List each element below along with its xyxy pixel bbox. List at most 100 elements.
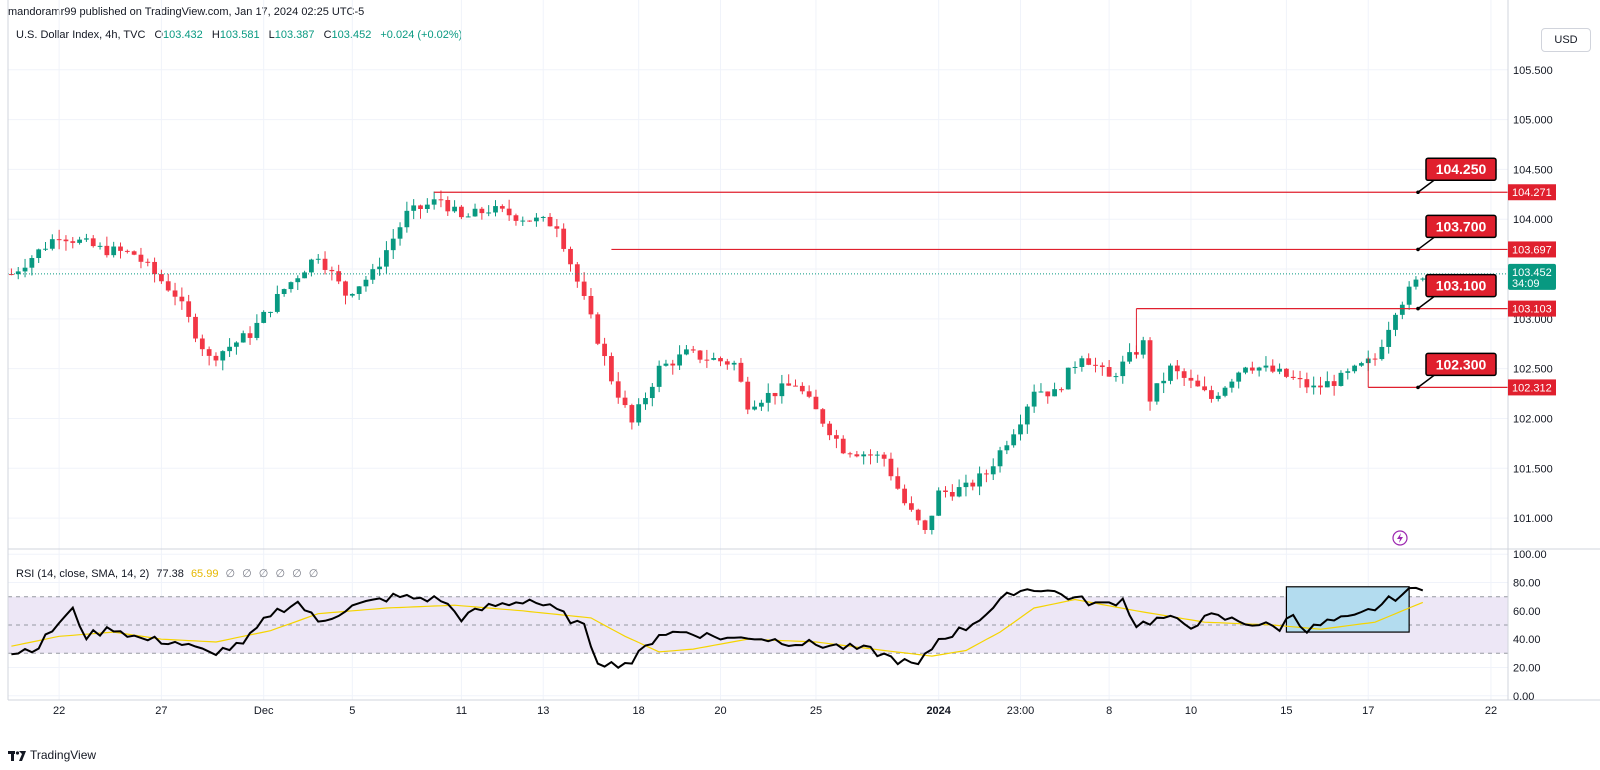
- candle-body: [1386, 329, 1392, 347]
- candle-body: [636, 404, 642, 423]
- time-tick-label: 22: [53, 705, 65, 717]
- candle-body: [581, 281, 587, 296]
- time-tick-label: 18: [633, 705, 645, 717]
- candle-body: [759, 402, 764, 407]
- candle-body: [574, 264, 580, 282]
- candle-body: [1284, 368, 1289, 377]
- time-tick-label: 10: [1185, 705, 1197, 717]
- candle-body: [131, 251, 137, 255]
- candle-body: [963, 482, 969, 488]
- candle-body: [1045, 391, 1051, 397]
- candle-body: [547, 216, 553, 227]
- countdown-label: 34:09: [1512, 278, 1540, 290]
- rsi-tick-label: 20.00: [1513, 662, 1541, 674]
- candle-body: [970, 482, 976, 487]
- candle-body: [186, 301, 192, 317]
- candle-body: [881, 454, 887, 459]
- candle-body: [1399, 304, 1405, 315]
- symbol-name[interactable]: U.S. Dollar Index, 4h, TVC: [16, 29, 146, 41]
- candle-body: [684, 349, 689, 355]
- footer-brand[interactable]: TradingView: [8, 748, 96, 762]
- candle-body: [1031, 391, 1037, 407]
- level-axis-label: 103.697: [1512, 244, 1552, 256]
- footer-brand-label: TradingView: [30, 748, 97, 762]
- candle-body: [677, 354, 682, 366]
- level-callout-box: [1425, 273, 1497, 298]
- candle-body: [295, 278, 301, 283]
- candle-body: [724, 361, 730, 365]
- price-tick-label: 102.000: [1513, 413, 1553, 425]
- candle-body: [1352, 365, 1357, 372]
- candle-body: [806, 391, 812, 397]
- candle-body: [861, 454, 867, 457]
- candle-body: [179, 296, 185, 302]
- candle-body: [1181, 371, 1187, 378]
- candle-body: [206, 349, 212, 356]
- candle-body: [1359, 363, 1364, 366]
- candle-body: [329, 269, 335, 272]
- candle-body: [534, 217, 539, 222]
- candle-body: [820, 409, 826, 424]
- candle-body: [990, 466, 996, 475]
- candle-body: [711, 358, 717, 360]
- candle-body: [261, 311, 267, 323]
- price-tick-label: 103.000: [1513, 314, 1553, 326]
- candle-body: [868, 454, 873, 456]
- currency-button[interactable]: USD: [1541, 28, 1591, 52]
- candle-body: [499, 206, 505, 209]
- candle-body: [1243, 367, 1248, 373]
- candle-body: [622, 397, 628, 406]
- candle-body: [9, 274, 14, 276]
- lightning-circle: [1392, 530, 1408, 546]
- candle-body: [1059, 389, 1064, 391]
- current-price-tag: [1508, 263, 1556, 290]
- candle-body: [643, 398, 648, 405]
- candle-body: [1168, 365, 1173, 381]
- candle-body: [63, 239, 69, 242]
- time-tick-label: 22: [1485, 705, 1497, 717]
- candle-body: [43, 248, 48, 250]
- time-tick-label: 13: [537, 705, 549, 717]
- candle-body: [786, 383, 792, 386]
- high-label: H: [211, 29, 220, 41]
- candle-body: [1024, 406, 1030, 425]
- candle-body: [588, 295, 594, 315]
- alert-lightning-icon[interactable]: [1392, 530, 1408, 546]
- level-callout-label: 102.300: [1436, 356, 1487, 372]
- low-value: 103.387: [274, 29, 315, 41]
- candle-body: [97, 245, 103, 247]
- candle-body: [274, 293, 280, 312]
- candle-body: [922, 520, 928, 530]
- candle-body: [302, 272, 307, 279]
- candle-body: [1372, 358, 1378, 360]
- candle-body: [738, 362, 744, 382]
- candle-body: [929, 515, 935, 530]
- candle-body: [1345, 371, 1351, 373]
- current-price-label: 103.452: [1512, 267, 1552, 279]
- rsi-title[interactable]: RSI (14, close, SMA, 14, 2): [16, 568, 150, 580]
- candle-body: [895, 476, 901, 489]
- candle-body: [309, 259, 314, 273]
- candle-body: [459, 206, 464, 218]
- candle-body: [874, 454, 880, 456]
- callout-pointer: [1417, 179, 1435, 193]
- candle-body: [390, 238, 396, 251]
- candle-body: [193, 316, 198, 339]
- low-label: L: [268, 29, 275, 41]
- candle-body: [943, 490, 948, 492]
- candle-body: [520, 220, 526, 222]
- candle-body: [1290, 376, 1296, 379]
- candle-body: [1113, 376, 1119, 378]
- candle-body: [977, 473, 982, 487]
- candle-body: [568, 248, 573, 265]
- candle-body: [1161, 380, 1167, 384]
- callout-anchor: [1416, 247, 1420, 252]
- candle-body: [445, 199, 451, 212]
- callout-anchor: [1416, 385, 1420, 390]
- level-callout-label: 103.700: [1436, 218, 1487, 234]
- candle-body: [697, 350, 703, 360]
- time-tick-label: 17: [1362, 705, 1374, 717]
- candle-body: [254, 322, 260, 338]
- published-by-line: mandoramr99 published on TradingView.com…: [8, 6, 365, 18]
